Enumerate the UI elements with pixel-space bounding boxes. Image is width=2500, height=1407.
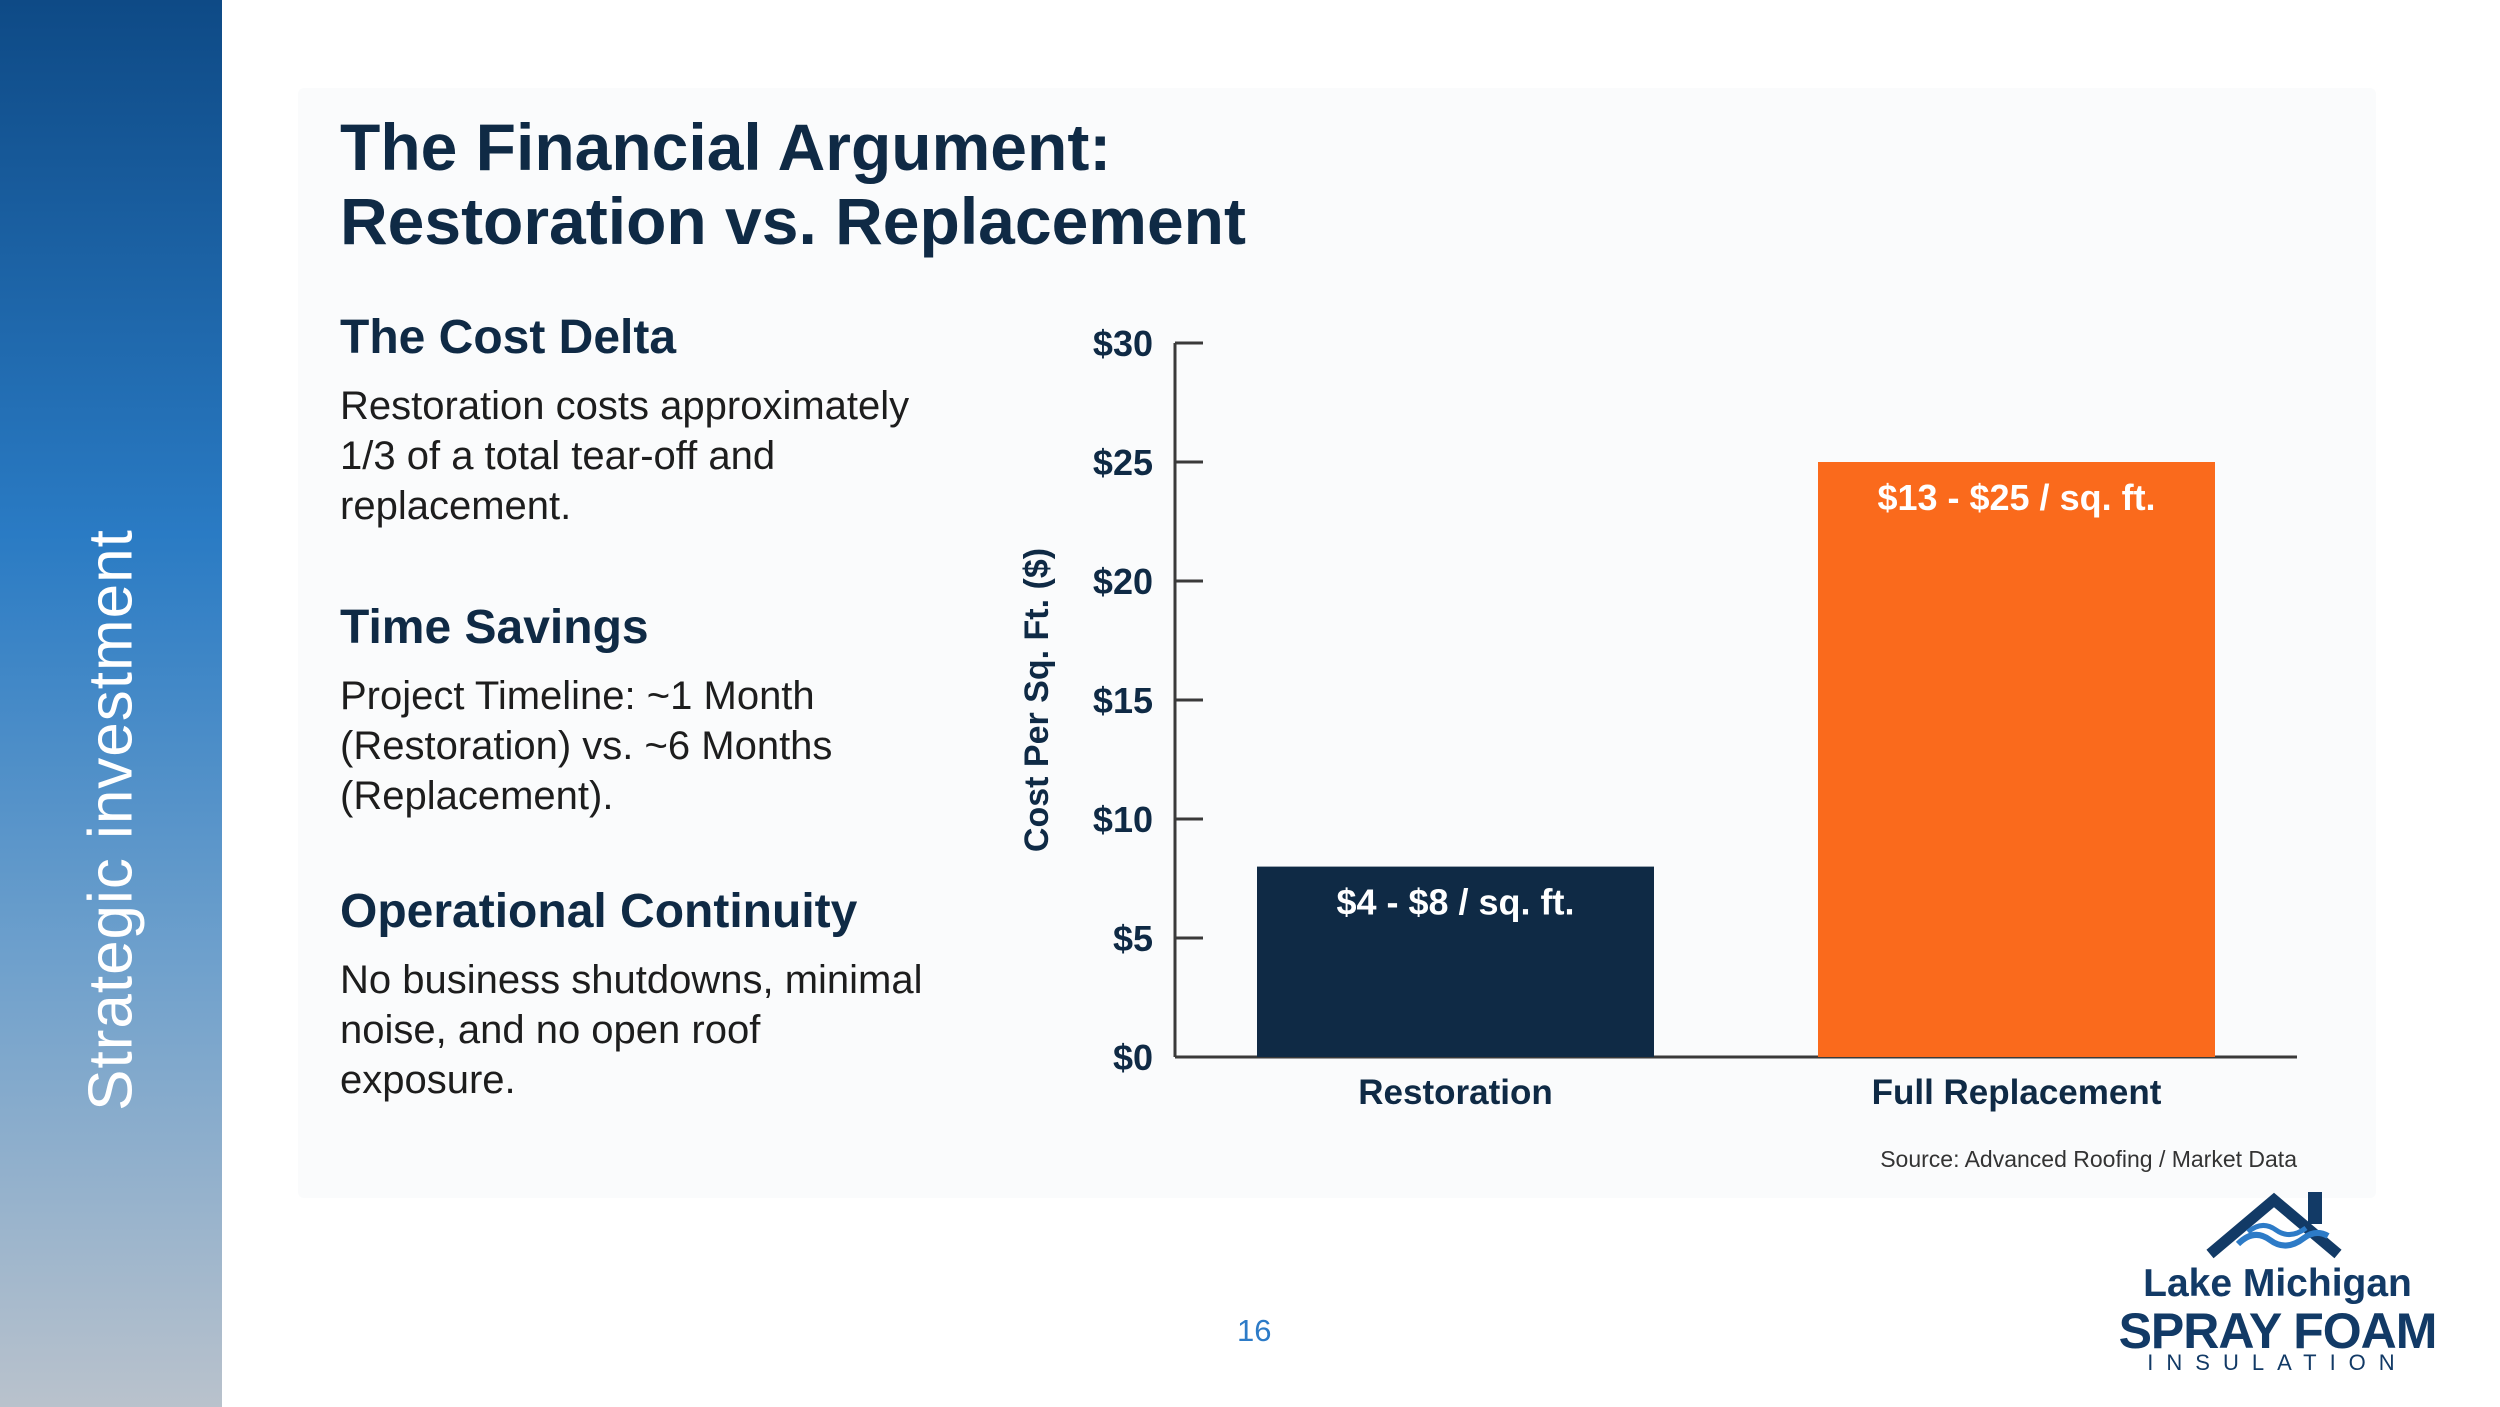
logo-text-line-3: INSULATION	[2147, 1350, 2408, 1375]
section-body: No business shutdowns, minimal noise, an…	[340, 958, 923, 1102]
bar-data-label: $4 - $8 / sq. ft.	[1336, 882, 1574, 923]
chart-source-note: Source: Advanced Roofing / Market Data	[1880, 1146, 2297, 1172]
x-category-label: Restoration	[1358, 1073, 1552, 1112]
section-heading: The Cost Delta	[340, 311, 677, 364]
y-tick-label: $25	[1093, 442, 1153, 483]
section-body: Project Timeline: ~1 Month (Restoration)…	[340, 674, 833, 818]
bar-0	[1257, 866, 1654, 1057]
title-line-2: Restoration vs. Replacement	[340, 184, 1246, 258]
y-tick-label: $10	[1093, 799, 1153, 840]
sidebar-band: Strategic investment	[0, 0, 222, 1407]
y-tick-label: $20	[1093, 561, 1153, 602]
company-logo: Lake Michigan SPRAY FOAM INSULATION	[2110, 1188, 2445, 1378]
page-number: 16	[1237, 1313, 1272, 1348]
y-axis-label: Cost Per Sq. Ft. ($)	[1018, 548, 1056, 852]
bar-1	[1818, 462, 2215, 1057]
section-time-savings: Time Savings Project Timeline: ~1 Month …	[340, 600, 940, 821]
section-cost-delta: The Cost Delta Restoration costs approxi…	[340, 310, 940, 531]
section-heading: Operational Continuity	[340, 885, 858, 938]
page-title: The Financial Argument: Restoration vs. …	[340, 110, 1246, 258]
y-tick-label: $0	[1113, 1037, 1153, 1078]
house-wave-icon	[2206, 1192, 2342, 1259]
y-tick-label: $5	[1113, 918, 1153, 959]
y-tick-label: $30	[1093, 323, 1153, 364]
title-line-1: The Financial Argument:	[340, 110, 1112, 184]
x-category-label: Full Replacement	[1872, 1073, 2162, 1112]
section-operational-continuity: Operational Continuity No business shutd…	[340, 884, 940, 1105]
logo-text-line-1: Lake Michigan	[2143, 1262, 2412, 1305]
bar-data-label: $13 - $25 / sq. ft.	[1877, 477, 2155, 518]
section-heading: Time Savings	[340, 601, 649, 654]
logo-text-line-2: SPRAY FOAM	[2118, 1303, 2438, 1359]
section-body: Restoration costs approximately 1/3 of a…	[340, 384, 910, 528]
y-tick-label: $15	[1093, 680, 1153, 721]
